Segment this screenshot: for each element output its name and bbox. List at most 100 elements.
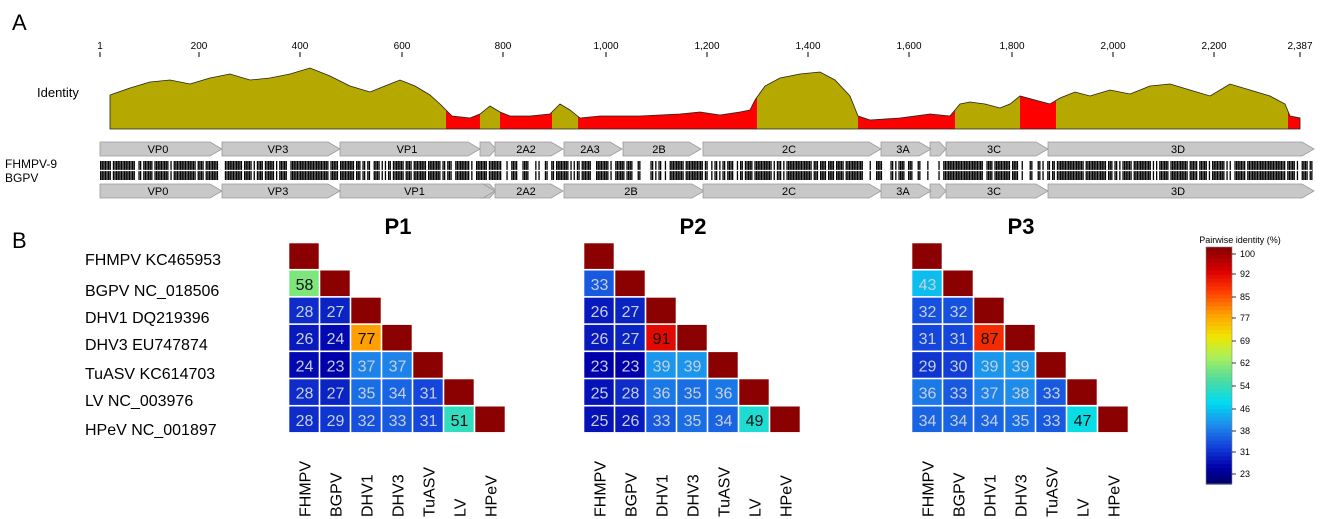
matrix-cell-value: 39 bbox=[653, 358, 671, 375]
gene-arrow bbox=[221, 183, 341, 199]
ruler-tick-label: 2,200 bbox=[1201, 41, 1226, 52]
matrix-cell bbox=[973, 405, 1005, 433]
gene-arrow bbox=[99, 141, 223, 157]
genome-label-fhmpv: FHMPV-9 bbox=[5, 157, 57, 171]
matrix-cell bbox=[381, 405, 413, 433]
matrix-cell bbox=[1035, 405, 1067, 433]
gene-arrow bbox=[929, 141, 947, 157]
matrix-cell-value: 32 bbox=[358, 413, 376, 430]
column-label: HPeV bbox=[779, 475, 796, 517]
matrix-cell-value: 26 bbox=[591, 331, 609, 348]
matrix-cell bbox=[676, 378, 708, 406]
column-label: DHV3 bbox=[686, 474, 703, 517]
gene-label: 2A3 bbox=[580, 144, 600, 156]
matrix-cell-value: 43 bbox=[919, 277, 937, 294]
matrix-cell-value: 34 bbox=[389, 386, 407, 403]
matrix-diagonal-cell bbox=[1066, 378, 1098, 406]
matrix-cell bbox=[288, 378, 320, 406]
matrix-cell-value: 31 bbox=[950, 331, 968, 348]
gene-label: 3D bbox=[1171, 186, 1185, 198]
ruler-tick-label: 800 bbox=[495, 41, 512, 52]
matrix-cell bbox=[288, 405, 320, 433]
matrix-cell-value: 28 bbox=[296, 386, 314, 403]
column-label: BGPV bbox=[624, 472, 641, 517]
gene-arrow bbox=[945, 183, 1049, 199]
matrix-cell bbox=[350, 351, 382, 379]
panel-a-label: A bbox=[12, 10, 27, 35]
legend-tick-label: 92 bbox=[1240, 269, 1250, 279]
matrix-cell bbox=[319, 405, 351, 433]
matrix-cell bbox=[1004, 405, 1036, 433]
matrix-cell bbox=[350, 324, 382, 352]
matrix-diagonal-cell bbox=[911, 242, 943, 270]
matrix-diagonal-cell bbox=[1004, 324, 1036, 352]
matrix-cell-value: 32 bbox=[919, 304, 937, 321]
matrix-cell-value: 33 bbox=[389, 413, 407, 430]
ruler-tick-label: 1,000 bbox=[593, 41, 618, 52]
matrix-cell-value: 33 bbox=[950, 386, 968, 403]
column-label: DHV1 bbox=[360, 474, 377, 517]
identity-region-high bbox=[110, 68, 446, 129]
matrix-cell bbox=[973, 351, 1005, 379]
matrix-diagonal-cell bbox=[973, 297, 1005, 324]
matrix-cell-value: 36 bbox=[919, 386, 937, 403]
matrix-cell bbox=[676, 351, 708, 379]
matrix-cell bbox=[288, 351, 320, 379]
identity-region-low bbox=[578, 68, 757, 129]
legend-tick-label: 46 bbox=[1240, 404, 1250, 414]
column-label: LV bbox=[453, 498, 470, 517]
gene-arrow bbox=[945, 141, 1049, 157]
gene-arrow bbox=[563, 183, 705, 199]
matrix-cell bbox=[973, 378, 1005, 406]
matrix-cell bbox=[381, 378, 413, 406]
matrix-cell bbox=[738, 405, 770, 433]
matrix-cell bbox=[911, 378, 943, 406]
matrix-diagonal-cell bbox=[707, 351, 739, 379]
matrix-cell bbox=[645, 351, 677, 379]
gene-label: 3C bbox=[987, 186, 1001, 198]
matrix-cell bbox=[583, 324, 615, 352]
column-label: BGPV bbox=[329, 472, 346, 517]
column-label: TuASV bbox=[717, 467, 734, 517]
matrix-cell-value: 25 bbox=[591, 413, 609, 430]
column-label: LV bbox=[1076, 498, 1093, 517]
row-label: DHV3 EU747874 bbox=[85, 337, 208, 354]
gene-label: VP3 bbox=[268, 144, 289, 156]
matrix-cell-value: 39 bbox=[981, 358, 999, 375]
gene-label: 2A2 bbox=[516, 144, 536, 156]
matrix-diagonal-cell bbox=[381, 324, 413, 352]
identity-region-low bbox=[1020, 68, 1056, 129]
gene-label: 2A2 bbox=[516, 186, 536, 198]
identity-region-low bbox=[1288, 68, 1300, 129]
identity-region-low bbox=[500, 68, 552, 129]
column-label: DHV1 bbox=[655, 474, 672, 517]
matrix-cell bbox=[614, 351, 646, 379]
matrix-cell-value: 26 bbox=[591, 304, 609, 321]
matrix-cell bbox=[583, 269, 615, 297]
gene-arrow bbox=[622, 141, 702, 157]
matrix-cell-value: 33 bbox=[1043, 386, 1061, 403]
row-label: LV NC_003976 bbox=[85, 393, 193, 410]
gene-label: VP3 bbox=[268, 186, 289, 198]
row-label: FHMPV KC465953 bbox=[85, 252, 221, 269]
matrix-cell-value: 30 bbox=[950, 358, 968, 375]
matrix-diagonal-cell bbox=[474, 405, 506, 433]
matrix-diagonal-cell bbox=[738, 378, 770, 406]
matrix-diagonal-cell bbox=[676, 324, 708, 352]
matrix-cell bbox=[911, 269, 943, 297]
matrix-cell-value: 77 bbox=[358, 331, 376, 348]
identity-region-low bbox=[858, 68, 955, 129]
matrix-diagonal-cell bbox=[288, 242, 320, 270]
matrix-cell bbox=[319, 324, 351, 352]
matrix-p3: P3 43 32 32 31 31 87 29 30 39 39 36 33 37 38 33 34 34 34 35… bbox=[911, 214, 1129, 517]
column-label: TuASV bbox=[422, 467, 439, 517]
matrix-cell-value: 37 bbox=[981, 386, 999, 403]
matrix-cell-value: 34 bbox=[715, 413, 733, 430]
matrix-diagonal-cell bbox=[583, 242, 615, 270]
matrix-cell-value: 31 bbox=[919, 331, 937, 348]
identity-region-high bbox=[552, 68, 578, 129]
matrix-cell-value: 91 bbox=[653, 331, 671, 348]
matrix-cell bbox=[942, 378, 974, 406]
matrix-cell-value: 25 bbox=[591, 386, 609, 403]
matrix-cell bbox=[614, 324, 646, 352]
